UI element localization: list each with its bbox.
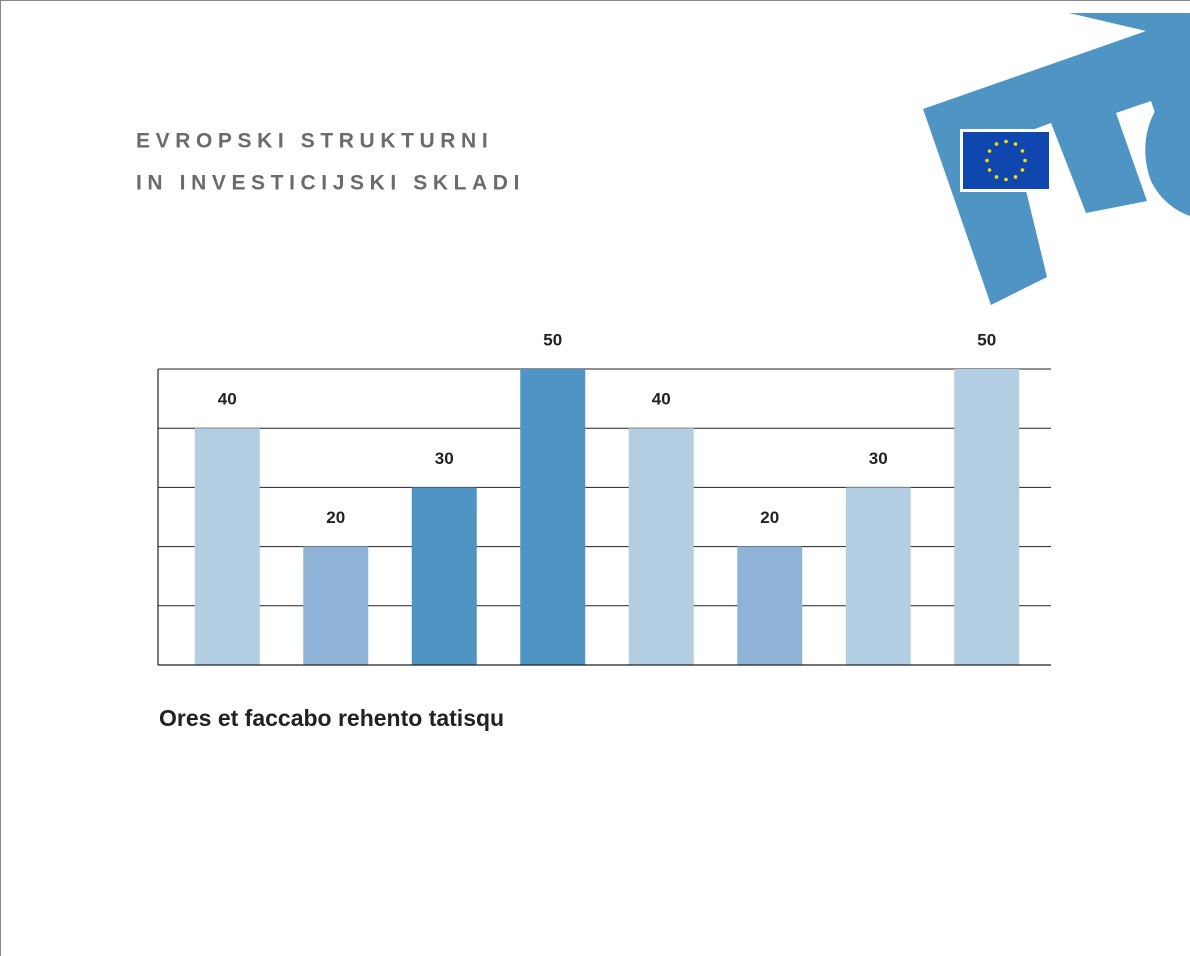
plot: 40 20 30 50 40 20 30 50 <box>158 330 1051 665</box>
eu-star <box>988 168 992 172</box>
bar <box>737 547 802 665</box>
value-label: 50 <box>977 330 996 349</box>
value-label: 40 <box>652 390 671 409</box>
header-line: IN INVESTICIJSKI SKLADI <box>136 172 525 195</box>
chart-title: Ores et faccabo rehento tatisqu <box>159 705 504 731</box>
value-label: 50 <box>543 330 562 349</box>
value-label: 30 <box>435 449 454 468</box>
bar <box>846 487 911 665</box>
bar <box>520 369 585 665</box>
eu-star <box>1004 178 1008 182</box>
eu-star <box>1021 149 1025 153</box>
eu-star <box>995 142 999 146</box>
bar <box>195 428 260 665</box>
eu-star <box>1014 142 1018 146</box>
eu-star <box>1014 175 1018 179</box>
bar <box>303 547 368 665</box>
header-line: EVROPSKI STRUKTURNI <box>136 130 493 153</box>
eu-star <box>1021 168 1025 172</box>
value-label: 20 <box>760 508 779 527</box>
logo <box>923 13 1190 305</box>
value-label: 30 <box>869 449 888 468</box>
bar <box>629 428 694 665</box>
bar <box>954 369 1019 665</box>
slide: EVROPSKI STRUKTURNI IN INVESTICIJSKI SKL… <box>0 0 1190 956</box>
eu-star <box>1023 159 1027 163</box>
eu-star <box>1004 140 1008 144</box>
eu-star <box>995 175 999 179</box>
value-label: 20 <box>326 508 345 527</box>
bar <box>412 487 477 665</box>
value-label: 40 <box>218 390 237 409</box>
eu-star <box>988 149 992 153</box>
chart: EVROPSKI STRUKTURNI IN INVESTICIJSKI SKL… <box>1 1 1190 956</box>
eu-star <box>985 159 989 163</box>
